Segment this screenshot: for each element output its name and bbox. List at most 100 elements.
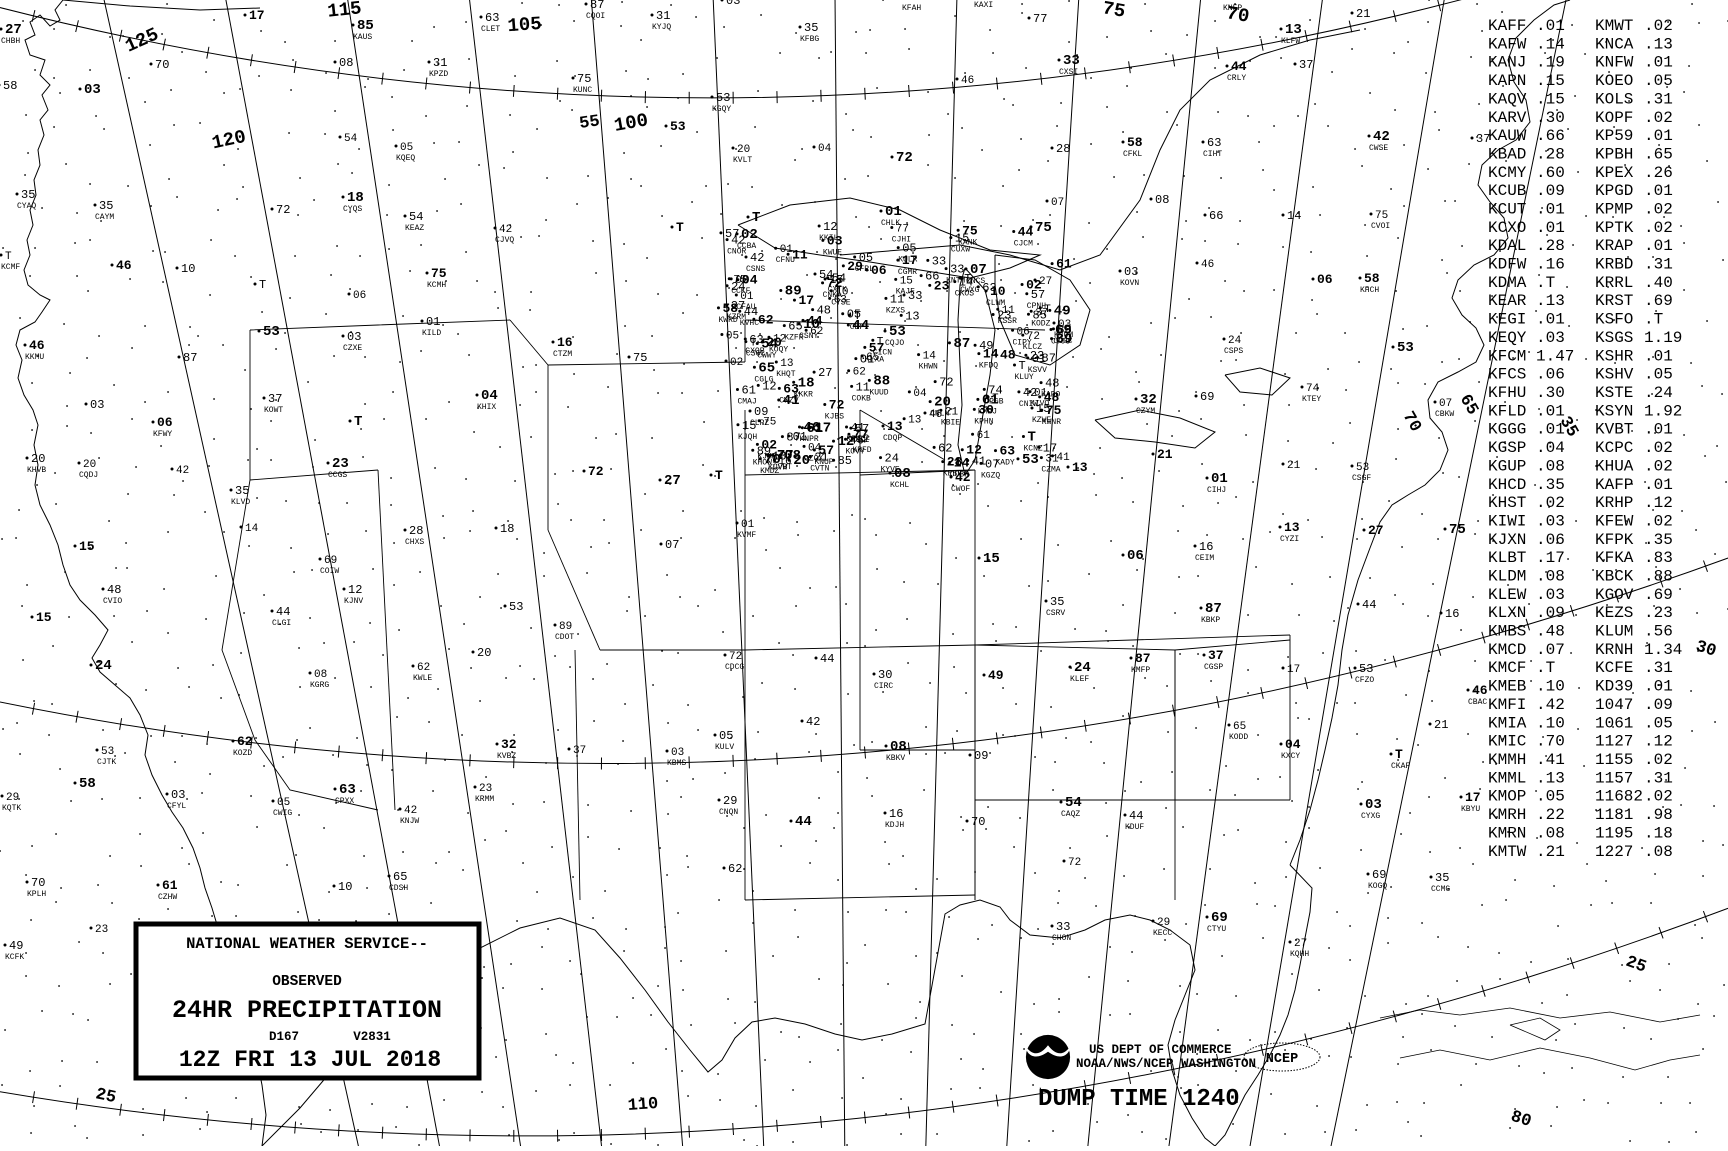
svg-text:10: 10 xyxy=(803,317,820,333)
svg-text:20: 20 xyxy=(477,646,491,660)
svg-text:17: 17 xyxy=(249,8,265,23)
svg-text:CYZI: CYZI xyxy=(1280,535,1299,544)
svg-text:15: 15 xyxy=(829,273,843,287)
svg-text:.26: .26 xyxy=(1644,164,1673,182)
svg-text:65: 65 xyxy=(1233,721,1246,733)
svg-text:37: 37 xyxy=(1476,132,1490,146)
svg-text:.98: .98 xyxy=(1644,806,1673,824)
svg-text:KCUB: KCUB xyxy=(1488,182,1526,200)
svg-text:CVTN: CVTN xyxy=(810,465,829,474)
svg-text:KJNV: KJNV xyxy=(344,597,363,606)
svg-text:KWUE: KWUE xyxy=(823,248,842,257)
svg-text:KFWY: KFWY xyxy=(153,430,172,439)
svg-text:.40: .40 xyxy=(1644,274,1673,292)
svg-text:KUUD: KUUD xyxy=(869,388,888,397)
svg-text:75: 75 xyxy=(733,275,746,287)
svg-text:CGSP: CGSP xyxy=(1204,663,1223,672)
svg-text:CYSE: CYSE xyxy=(831,299,850,308)
svg-text:.30: .30 xyxy=(1536,109,1565,127)
svg-text:61: 61 xyxy=(1056,257,1072,272)
svg-text:1.47: 1.47 xyxy=(1536,347,1574,365)
svg-text:46: 46 xyxy=(1472,683,1488,698)
svg-text:15: 15 xyxy=(983,551,1000,567)
svg-text:07: 07 xyxy=(665,538,679,552)
svg-text:63: 63 xyxy=(339,782,356,798)
svg-text:13: 13 xyxy=(780,358,793,370)
svg-text:.15: .15 xyxy=(1536,72,1565,90)
svg-text:KRRL: KRRL xyxy=(1595,274,1633,292)
svg-text:KFBG: KFBG xyxy=(800,35,819,44)
svg-text:1127: 1127 xyxy=(1595,733,1633,751)
svg-text:KLEW: KLEW xyxy=(1488,586,1527,604)
svg-text:1181: 1181 xyxy=(1595,806,1633,824)
svg-text:03: 03 xyxy=(827,233,843,248)
svg-text:33: 33 xyxy=(1056,920,1070,934)
svg-text:65: 65 xyxy=(758,360,775,376)
svg-text:CTZM: CTZM xyxy=(553,350,572,359)
svg-text:29: 29 xyxy=(1157,917,1170,929)
svg-text:72: 72 xyxy=(588,464,604,479)
svg-text:72: 72 xyxy=(829,398,845,413)
svg-text:.08: .08 xyxy=(1536,824,1565,842)
svg-text:53: 53 xyxy=(509,600,523,614)
svg-text:17: 17 xyxy=(1465,790,1481,805)
svg-text:58: 58 xyxy=(3,79,17,93)
svg-text:05: 05 xyxy=(902,242,916,256)
svg-text:.56: .56 xyxy=(1644,623,1673,641)
svg-text:62: 62 xyxy=(417,662,430,674)
svg-text:KMEB: KMEB xyxy=(1488,678,1526,696)
svg-text:KKMU: KKMU xyxy=(25,353,44,362)
svg-text:.17: .17 xyxy=(1536,549,1565,567)
svg-text:KMML: KMML xyxy=(1488,769,1526,787)
svg-text:KEQY: KEQY xyxy=(1488,329,1527,347)
svg-text:KIVO: KIVO xyxy=(1030,400,1049,409)
svg-text:CEIM: CEIM xyxy=(1195,554,1214,563)
svg-text:COKB: COKB xyxy=(852,394,871,403)
svg-text:01: 01 xyxy=(885,204,902,220)
svg-text:27: 27 xyxy=(818,366,832,380)
svg-text:17: 17 xyxy=(1287,664,1300,676)
svg-text:11682: 11682 xyxy=(1595,788,1643,806)
svg-text:48: 48 xyxy=(1000,348,1016,363)
svg-text:72: 72 xyxy=(939,376,953,390)
svg-text:.22: .22 xyxy=(1536,806,1565,824)
svg-text:KFAH: KFAH xyxy=(902,4,921,13)
svg-text:KSTE: KSTE xyxy=(1595,384,1633,402)
svg-text:20: 20 xyxy=(31,452,45,466)
svg-text:.08: .08 xyxy=(1536,457,1565,475)
svg-text:1195: 1195 xyxy=(1595,824,1633,842)
svg-text:T: T xyxy=(5,251,12,263)
svg-text:87: 87 xyxy=(183,351,197,365)
svg-text:72: 72 xyxy=(729,651,742,663)
svg-text:42: 42 xyxy=(404,805,417,817)
svg-text:.13: .13 xyxy=(1536,292,1565,310)
svg-text:COIW: COIW xyxy=(320,567,339,576)
svg-text:29: 29 xyxy=(6,792,19,804)
svg-text:KSFO: KSFO xyxy=(1595,311,1633,329)
svg-text:CPNH: CPNH xyxy=(1027,302,1046,311)
svg-text:1047: 1047 xyxy=(1595,696,1633,714)
svg-text:.05: .05 xyxy=(1644,72,1673,90)
svg-text:KCMF: KCMF xyxy=(1,263,20,272)
svg-text:CCMG: CCMG xyxy=(1431,885,1450,894)
svg-text:CWOF: CWOF xyxy=(951,485,970,494)
svg-text:54: 54 xyxy=(1065,795,1082,811)
svg-text:CPXX: CPXX xyxy=(335,797,354,806)
svg-text:KAJF: KAJF xyxy=(896,287,915,296)
svg-text:35: 35 xyxy=(235,484,249,498)
svg-text:KBCK: KBCK xyxy=(1595,568,1634,586)
svg-text:03: 03 xyxy=(1365,797,1382,813)
svg-text:.83: .83 xyxy=(1644,549,1673,567)
svg-text:.05: .05 xyxy=(1644,366,1673,384)
svg-text:KRHP: KRHP xyxy=(1595,494,1633,512)
svg-text:.02: .02 xyxy=(1644,513,1673,531)
svg-text:CSPS: CSPS xyxy=(1224,347,1243,356)
svg-text:35: 35 xyxy=(1050,595,1064,609)
svg-text:KHCD: KHCD xyxy=(1488,476,1526,494)
svg-text:KEGI: KEGI xyxy=(1488,311,1526,329)
svg-text:CSGC: CSGC xyxy=(746,350,765,359)
svg-text:20: 20 xyxy=(737,144,750,156)
svg-text:KSYN: KSYN xyxy=(1595,402,1633,420)
svg-text:03: 03 xyxy=(726,0,740,8)
svg-text:CCGS: CCGS xyxy=(328,471,347,480)
